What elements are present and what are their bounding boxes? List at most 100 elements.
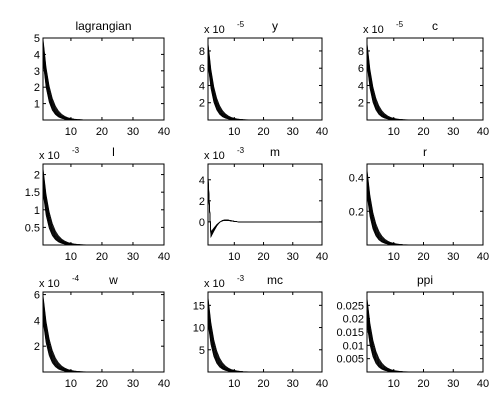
series-line (207, 306, 322, 373)
series-line (207, 50, 322, 121)
series-line (207, 177, 322, 237)
series-line (366, 52, 483, 121)
series-line (207, 182, 322, 234)
x-tick-label: 30 (447, 378, 459, 390)
series-line (366, 59, 483, 121)
y-tick-label: 5 (34, 33, 40, 45)
series-line (42, 176, 164, 246)
series-line (366, 299, 483, 373)
series-line (207, 320, 322, 373)
series-line (207, 313, 322, 373)
exponent-power: -4 (72, 274, 80, 283)
series-line (366, 44, 483, 121)
x-tick-label: 10 (388, 251, 400, 263)
y-tick-label: 15 (193, 300, 205, 312)
series-line (207, 56, 322, 121)
series-line (207, 296, 322, 373)
series-line (207, 44, 322, 121)
subplot-mc: 10 20 30 40 5 10 15 mc x 10 -3 (193, 273, 328, 390)
y-tick-label: 1.5 (25, 187, 40, 199)
series-line (366, 302, 483, 373)
series-line (42, 50, 164, 121)
x-tick-label: 20 (257, 126, 269, 138)
x-tick-label: 20 (417, 126, 429, 138)
x-tick-label: 10 (228, 126, 240, 138)
y-tick-label: 6 (34, 290, 40, 302)
y-tick-label: 2 (34, 170, 40, 182)
series-line (42, 306, 164, 373)
x-tick-label: 40 (316, 126, 328, 138)
y-tick-label: 1 (34, 99, 40, 111)
y-tick-label: 4 (34, 315, 40, 327)
series-line (42, 318, 164, 373)
series-line (42, 185, 164, 246)
series-line (207, 46, 322, 121)
y-tick-label: 0.4 (349, 173, 364, 185)
series-line (42, 308, 164, 373)
series-line (366, 180, 483, 246)
y-tick-label: 2 (199, 196, 205, 208)
y-tick-label: 5 (199, 345, 205, 357)
x-tick-label: 30 (287, 251, 299, 263)
x-tick-label: 20 (96, 251, 108, 263)
series-line (207, 180, 322, 235)
series-line (42, 56, 164, 121)
series-line (42, 310, 164, 373)
series-line (42, 299, 164, 373)
subplot-title: w (108, 273, 118, 287)
x-tick-label: 10 (228, 251, 240, 263)
series-line (366, 192, 483, 246)
series-line (42, 178, 164, 246)
axes-box (42, 37, 165, 121)
series-line (42, 60, 164, 121)
x-tick-label: 40 (158, 126, 170, 138)
exponent-label: x 10 (204, 278, 225, 290)
exponent-label: x 10 (363, 24, 384, 36)
series-line (42, 42, 164, 121)
x-tick-label: 40 (477, 126, 489, 138)
x-tick-label: 40 (477, 378, 489, 390)
axes-box (366, 37, 484, 121)
series-line (366, 56, 483, 121)
y-tick-label: 6 (358, 63, 364, 75)
x-tick-label: 20 (417, 251, 429, 263)
series-line (366, 304, 483, 373)
series-line (207, 54, 322, 121)
series-line (42, 58, 164, 121)
series-line (42, 171, 164, 246)
series-line (42, 315, 164, 373)
series-line (207, 63, 322, 121)
exponent-power: -3 (237, 146, 245, 155)
x-tick-label: 40 (316, 378, 328, 390)
series-line (42, 183, 164, 246)
series-line (207, 175, 322, 238)
axes-box (42, 291, 165, 373)
subplot-l: 10 20 30 40 0.5 1 1.5 2 l x 10 -3 (25, 145, 170, 263)
x-tick-label: 20 (96, 126, 108, 138)
series-line (207, 301, 322, 373)
series-line (42, 313, 164, 373)
series-line (207, 48, 322, 121)
x-tick-label: 30 (447, 126, 459, 138)
axes-box (366, 163, 484, 246)
y-tick-label: 4 (199, 80, 205, 92)
exponent-label: x 10 (204, 24, 225, 36)
subplot-lagrangian: 10 20 30 40 1 2 3 4 5 lagrangian (34, 19, 170, 138)
series-line (207, 323, 322, 373)
exponent-power: -3 (237, 274, 245, 283)
series-line (366, 319, 483, 373)
x-tick-label: 40 (158, 378, 170, 390)
exponent-power: -3 (72, 146, 80, 155)
subplot-m: 10 20 30 40 0 2 4 m x 10 -3 (199, 145, 328, 263)
series-line (207, 173, 322, 239)
subplot-r: 10 20 30 40 0.2 0.4 r (349, 145, 489, 263)
y-tick-label: 4 (199, 175, 205, 187)
series-line (366, 171, 483, 246)
series-line (42, 301, 164, 373)
y-tick-label: 0.025 (336, 300, 364, 312)
series-line (207, 176, 322, 237)
series-line (207, 315, 322, 373)
y-tick-label: 6 (199, 63, 205, 75)
y-tick-label: 0.02 (343, 314, 364, 326)
